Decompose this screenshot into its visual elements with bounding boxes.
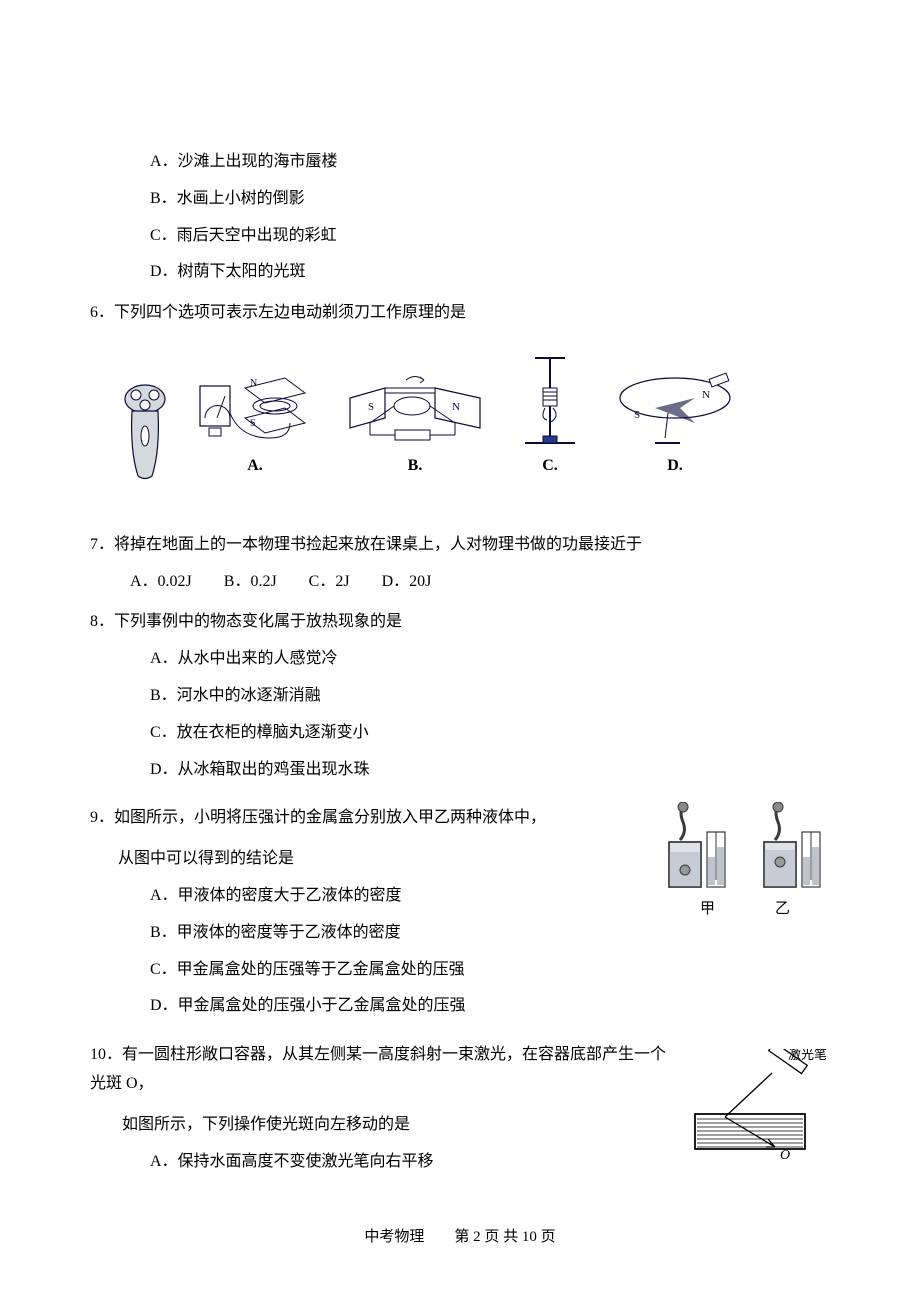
svg-text:N: N bbox=[452, 401, 460, 413]
q6-stem: 6．下列四个选项可表示左边电动剃须刀工作原理的是 bbox=[90, 299, 830, 328]
q10-stem-1: 10．有一圆柱形敞口容器，从其左侧某一高度斜射一束激光，在容器底部产生一个光斑 … bbox=[90, 1041, 680, 1099]
svg-text:S: S bbox=[250, 418, 256, 429]
q9-option-b: B．甲液体的密度等于乙液体的密度 bbox=[90, 919, 650, 948]
q9-figure: 甲 乙 bbox=[660, 802, 830, 923]
svg-text:S: S bbox=[368, 401, 374, 413]
q6-label-d: D. bbox=[667, 452, 683, 481]
q6-shaver-icon bbox=[120, 381, 170, 481]
q5-option-c: C．雨后天空中出现的彩虹 bbox=[90, 222, 830, 251]
q8-option-d: D．从冰箱取出的鸡蛋出现水珠 bbox=[90, 756, 830, 785]
q5-option-a: A．沙滩上出现的海市蜃楼 bbox=[90, 148, 830, 177]
page-footer: 中考物理 第 2 页 共 10 页 bbox=[90, 1224, 830, 1251]
q6-label-a: A. bbox=[247, 452, 263, 481]
q10-figure: 激光笔 O bbox=[680, 1049, 830, 1170]
q8-stem: 8．下列事例中的物态变化属于放热现象的是 bbox=[90, 608, 830, 637]
q8-option-c: C．放在衣柜的樟脑丸逐渐变小 bbox=[90, 719, 830, 748]
q6-label-c: C. bbox=[542, 452, 558, 481]
q9-option-a: A．甲液体的密度大于乙液体的密度 bbox=[90, 882, 650, 911]
q6-diagram-a: N S A. bbox=[195, 368, 315, 481]
q9-option-d: D．甲金属盒处的压强小于乙金属盒处的压强 bbox=[90, 992, 650, 1021]
q7-stem: 7．将掉在地面上的一本物理书捡起来放在课桌上，人对物理书做的功最接近于 bbox=[90, 531, 830, 560]
q6-diagram-b: S N B. bbox=[340, 368, 490, 481]
q6-diagram-c: C. bbox=[515, 348, 585, 481]
q7-options: A．0.02J B．0.2J C．2J D．20J bbox=[90, 568, 830, 597]
q6-diagrams: N S A. S N bbox=[90, 348, 830, 481]
q5-option-d: D．树荫下太阳的光斑 bbox=[90, 258, 830, 287]
svg-text:S: S bbox=[634, 409, 640, 421]
q9-fig-label-right: 乙 bbox=[775, 896, 790, 923]
q9-stem-1: 9．如图所示，小明将压强计的金属盒分别放入甲乙两种液体中， bbox=[90, 804, 650, 833]
q10-option-a: A．保持水面高度不变使激光笔向右平移 bbox=[90, 1148, 680, 1177]
q8-option-a: A．从水中出来的人感觉冷 bbox=[90, 645, 830, 674]
svg-text:N: N bbox=[702, 389, 710, 401]
q6-diagram-d: S N D. bbox=[610, 368, 740, 481]
q9-fig-label-left: 甲 bbox=[700, 896, 715, 923]
q5-option-b: B．水画上小树的倒影 bbox=[90, 185, 830, 214]
q9-beaker-left-icon bbox=[665, 802, 730, 892]
q10-point-o: O bbox=[780, 1148, 790, 1159]
q8-option-b: B．河水中的冰逐渐消融 bbox=[90, 682, 830, 711]
q6-label-b: B. bbox=[408, 452, 423, 481]
q9-beaker-right-icon bbox=[760, 802, 825, 892]
svg-text:N: N bbox=[250, 378, 257, 389]
q9-stem-2: 从图中可以得到的结论是 bbox=[90, 845, 650, 874]
q10-stem-2: 如图所示，下列操作使光斑向左移动的是 bbox=[90, 1111, 680, 1140]
q9-option-c: C．甲金属盒处的压强等于乙金属盒处的压强 bbox=[90, 956, 650, 985]
q10-laser-label: 激光笔 bbox=[788, 1049, 827, 1062]
